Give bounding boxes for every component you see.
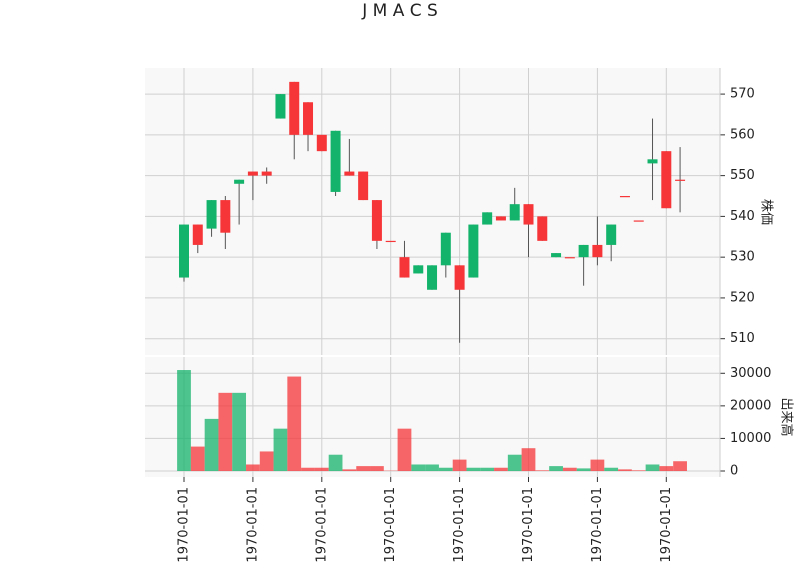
chart-title: J M A C S	[361, 1, 438, 21]
candle-body	[564, 257, 575, 259]
candle-body	[261, 171, 272, 176]
candle-body	[371, 200, 382, 241]
y-tick-label: 520	[730, 290, 755, 305]
volume-bar	[659, 466, 674, 471]
y2-tick-label: 20000	[730, 398, 771, 413]
y2-tick-label: 30000	[730, 366, 771, 381]
volume-bar	[411, 464, 426, 471]
x-tick-label: 1970-01-01	[383, 487, 398, 563]
candle-body	[330, 130, 341, 192]
volume-bar	[645, 464, 660, 471]
candle-body	[454, 265, 465, 290]
volume-bar	[549, 466, 563, 471]
candle-body	[551, 253, 562, 258]
candle-body	[606, 224, 617, 245]
candle-body	[495, 216, 506, 221]
volume-bar	[535, 470, 550, 471]
candle-body	[509, 204, 520, 221]
volume-bar	[177, 370, 191, 471]
y2-axis-title: 出来高	[779, 397, 795, 436]
y2-tick-label: 10000	[730, 431, 771, 446]
volume-bar	[562, 467, 577, 471]
candle-body	[192, 224, 203, 245]
y-tick-label: 570	[730, 87, 755, 102]
volume-bar	[604, 467, 619, 471]
candle-body	[316, 134, 327, 152]
candle-body	[289, 81, 300, 135]
volume-bar	[466, 467, 481, 471]
candle-body	[275, 94, 286, 119]
volume-bar	[287, 376, 302, 471]
volume-bar	[397, 428, 412, 471]
candle-body	[482, 212, 493, 225]
candle-body	[344, 171, 355, 176]
candle-body	[675, 179, 686, 181]
volume-bar	[314, 467, 329, 471]
x-tick-label: 1970-01-01	[245, 487, 260, 563]
y-tick-label: 510	[730, 331, 755, 346]
candle-body	[206, 200, 217, 229]
volume-bar	[480, 467, 495, 471]
x-tick-label: 1970-01-01	[659, 487, 674, 563]
candle-body	[468, 224, 479, 278]
candle-body	[427, 265, 438, 290]
volume-bar	[425, 464, 439, 471]
volume-bar	[218, 392, 233, 471]
y-tick-label: 560	[730, 127, 755, 142]
volume-bar	[328, 454, 343, 471]
volume-bar	[246, 464, 260, 471]
candle-body	[537, 216, 548, 241]
volume-bar	[494, 467, 508, 471]
candle-body	[234, 179, 245, 184]
candle-body	[303, 102, 314, 135]
y-axis-title: 株価	[759, 199, 774, 225]
candle-body	[399, 257, 410, 278]
x-tick-label: 1970-01-01	[452, 487, 467, 563]
candle-body	[523, 204, 534, 225]
x-tick-label: 1970-01-01	[521, 487, 536, 563]
candle-body	[179, 224, 189, 278]
candle-body	[220, 200, 231, 233]
price-panel	[145, 68, 720, 355]
y-tick-label: 530	[730, 250, 755, 265]
volume-bar	[370, 466, 384, 471]
candle-body	[578, 244, 589, 258]
volume-bar	[618, 469, 632, 471]
x-tick-label: 1970-01-01	[314, 487, 329, 563]
candle-body	[647, 159, 658, 164]
volume-bar	[438, 467, 453, 471]
volume-bar	[521, 448, 536, 471]
x-tick-label: 1970-01-01	[590, 487, 605, 563]
y2-tick-label: 0	[730, 464, 738, 479]
volume-bar	[673, 461, 687, 471]
volume-bar	[204, 418, 219, 471]
candle-body	[385, 240, 396, 243]
candle-body	[592, 244, 603, 258]
candle-body	[413, 265, 424, 274]
y-tick-label: 550	[730, 168, 755, 183]
volume-bar	[356, 466, 371, 471]
y-tick-label: 540	[730, 209, 755, 224]
volume-bar	[631, 470, 646, 471]
volume-bar	[576, 468, 591, 471]
volume-bar	[342, 469, 357, 471]
volume-bar	[259, 451, 274, 471]
volume-bar	[301, 467, 315, 471]
volume-bar	[232, 392, 247, 471]
volume-bar	[273, 428, 288, 471]
volume-bar	[590, 459, 605, 471]
candle-body	[633, 220, 644, 222]
volume-bar	[507, 454, 522, 471]
candle-body	[247, 171, 258, 176]
candle-body	[661, 151, 672, 209]
volume-bar	[190, 446, 205, 471]
x-tick-label: 1970-01-01	[177, 487, 192, 563]
candle-body	[619, 196, 630, 198]
candle-body	[358, 171, 369, 201]
volume-bar	[452, 459, 467, 471]
candle-body	[440, 232, 451, 266]
